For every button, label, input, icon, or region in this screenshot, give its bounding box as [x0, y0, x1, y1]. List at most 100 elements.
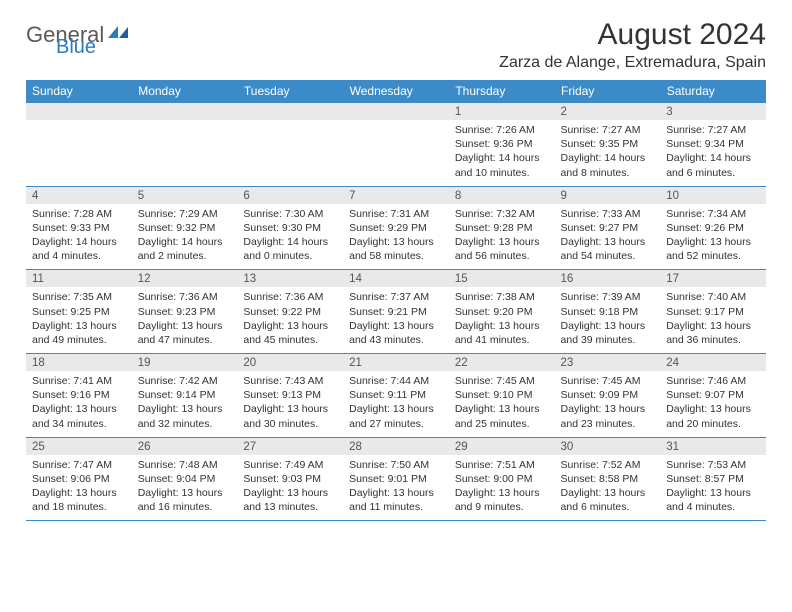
day-cell [132, 120, 238, 186]
sunset-text: Sunset: 9:18 PM [561, 305, 655, 319]
daylight-text-2: and 34 minutes. [32, 417, 126, 431]
day-number-row: 11121314151617 [26, 270, 766, 288]
sunset-text: Sunset: 9:04 PM [138, 472, 232, 486]
sunset-text: Sunset: 9:11 PM [349, 388, 443, 402]
dow-header: Friday [555, 80, 661, 103]
day-number: 19 [132, 354, 238, 372]
day-cell: Sunrise: 7:46 AMSunset: 9:07 PMDaylight:… [660, 371, 766, 437]
sunrise-text: Sunrise: 7:42 AM [138, 374, 232, 388]
daylight-text-2: and 0 minutes. [243, 249, 337, 263]
daylight-text-1: Daylight: 14 hours [455, 151, 549, 165]
daylight-text-2: and 45 minutes. [243, 333, 337, 347]
daylight-text-1: Daylight: 13 hours [561, 402, 655, 416]
daylight-text-1: Daylight: 13 hours [32, 319, 126, 333]
day-cell: Sunrise: 7:45 AMSunset: 9:09 PMDaylight:… [555, 371, 661, 437]
daylight-text-1: Daylight: 13 hours [666, 319, 760, 333]
sunrise-text: Sunrise: 7:48 AM [138, 458, 232, 472]
sunrise-text: Sunrise: 7:41 AM [32, 374, 126, 388]
sunset-text: Sunset: 8:58 PM [561, 472, 655, 486]
sunset-text: Sunset: 9:26 PM [666, 221, 760, 235]
day-number-row: 18192021222324 [26, 354, 766, 372]
day-number: 18 [26, 354, 132, 372]
daylight-text-1: Daylight: 14 hours [666, 151, 760, 165]
day-number-row: 123 [26, 103, 766, 121]
sunrise-text: Sunrise: 7:30 AM [243, 207, 337, 221]
daylight-text-2: and 27 minutes. [349, 417, 443, 431]
day-number: 22 [449, 354, 555, 372]
day-number: 28 [343, 437, 449, 455]
daylight-text-1: Daylight: 13 hours [666, 235, 760, 249]
daylight-text-1: Daylight: 14 hours [243, 235, 337, 249]
day-cell: Sunrise: 7:50 AMSunset: 9:01 PMDaylight:… [343, 455, 449, 521]
day-number: 8 [449, 186, 555, 204]
day-number-row: 45678910 [26, 186, 766, 204]
day-cell [237, 120, 343, 186]
daylight-text-2: and 20 minutes. [666, 417, 760, 431]
daylight-text-2: and 30 minutes. [243, 417, 337, 431]
daylight-text-1: Daylight: 13 hours [243, 319, 337, 333]
dow-header: Wednesday [343, 80, 449, 103]
day-content-row: Sunrise: 7:41 AMSunset: 9:16 PMDaylight:… [26, 371, 766, 437]
day-number: 3 [660, 103, 766, 121]
daylight-text-1: Daylight: 13 hours [32, 486, 126, 500]
logo-triangle-icon [108, 24, 130, 45]
daylight-text-1: Daylight: 14 hours [138, 235, 232, 249]
daylight-text-2: and 11 minutes. [349, 500, 443, 514]
day-number: 2 [555, 103, 661, 121]
sunrise-text: Sunrise: 7:31 AM [349, 207, 443, 221]
day-cell: Sunrise: 7:41 AMSunset: 9:16 PMDaylight:… [26, 371, 132, 437]
daylight-text-1: Daylight: 13 hours [666, 402, 760, 416]
sunset-text: Sunset: 9:23 PM [138, 305, 232, 319]
daylight-text-2: and 43 minutes. [349, 333, 443, 347]
dow-header: Tuesday [237, 80, 343, 103]
day-number-row: 25262728293031 [26, 437, 766, 455]
daylight-text-2: and 32 minutes. [138, 417, 232, 431]
sunset-text: Sunset: 9:21 PM [349, 305, 443, 319]
sunset-text: Sunset: 9:13 PM [243, 388, 337, 402]
daylight-text-1: Daylight: 14 hours [561, 151, 655, 165]
dow-header: Sunday [26, 80, 132, 103]
day-cell: Sunrise: 7:30 AMSunset: 9:30 PMDaylight:… [237, 204, 343, 270]
day-number: 11 [26, 270, 132, 288]
day-number: 30 [555, 437, 661, 455]
sunrise-text: Sunrise: 7:34 AM [666, 207, 760, 221]
daylight-text-1: Daylight: 13 hours [349, 402, 443, 416]
sunrise-text: Sunrise: 7:27 AM [561, 123, 655, 137]
day-number [26, 103, 132, 121]
daylight-text-2: and 23 minutes. [561, 417, 655, 431]
sunrise-text: Sunrise: 7:46 AM [666, 374, 760, 388]
sunset-text: Sunset: 9:25 PM [32, 305, 126, 319]
sunrise-text: Sunrise: 7:49 AM [243, 458, 337, 472]
daylight-text-1: Daylight: 13 hours [666, 486, 760, 500]
sunrise-text: Sunrise: 7:50 AM [349, 458, 443, 472]
day-number: 26 [132, 437, 238, 455]
day-cell: Sunrise: 7:27 AMSunset: 9:34 PMDaylight:… [660, 120, 766, 186]
sunset-text: Sunset: 9:32 PM [138, 221, 232, 235]
month-year: August 2024 [499, 18, 766, 52]
sunrise-text: Sunrise: 7:44 AM [349, 374, 443, 388]
daylight-text-2: and 16 minutes. [138, 500, 232, 514]
sunrise-text: Sunrise: 7:33 AM [561, 207, 655, 221]
sunset-text: Sunset: 9:30 PM [243, 221, 337, 235]
day-number: 25 [26, 437, 132, 455]
daylight-text-2: and 6 minutes. [561, 500, 655, 514]
daylight-text-2: and 2 minutes. [138, 249, 232, 263]
sunrise-text: Sunrise: 7:36 AM [243, 290, 337, 304]
sunrise-text: Sunrise: 7:43 AM [243, 374, 337, 388]
daylight-text-1: Daylight: 13 hours [243, 402, 337, 416]
daylight-text-2: and 52 minutes. [666, 249, 760, 263]
day-number: 24 [660, 354, 766, 372]
day-content-row: Sunrise: 7:28 AMSunset: 9:33 PMDaylight:… [26, 204, 766, 270]
day-number: 9 [555, 186, 661, 204]
sunrise-text: Sunrise: 7:39 AM [561, 290, 655, 304]
sunrise-text: Sunrise: 7:27 AM [666, 123, 760, 137]
sunrise-text: Sunrise: 7:35 AM [32, 290, 126, 304]
day-cell: Sunrise: 7:48 AMSunset: 9:04 PMDaylight:… [132, 455, 238, 521]
calendar-table: SundayMondayTuesdayWednesdayThursdayFrid… [26, 80, 766, 521]
sunset-text: Sunset: 8:57 PM [666, 472, 760, 486]
sunset-text: Sunset: 9:28 PM [455, 221, 549, 235]
daylight-text-2: and 56 minutes. [455, 249, 549, 263]
day-number: 4 [26, 186, 132, 204]
daylight-text-1: Daylight: 13 hours [243, 486, 337, 500]
day-cell: Sunrise: 7:28 AMSunset: 9:33 PMDaylight:… [26, 204, 132, 270]
